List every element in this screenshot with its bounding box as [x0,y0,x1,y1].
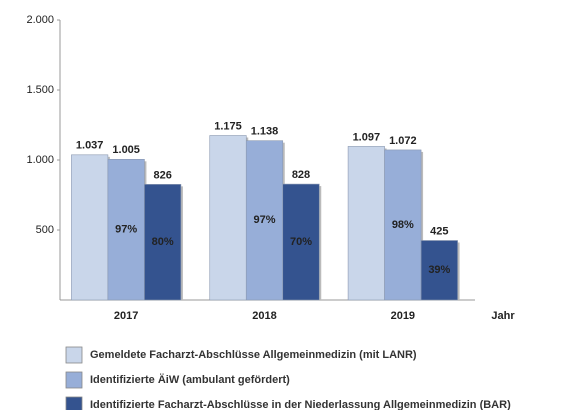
value-label: 1.005 [112,144,140,156]
value-label: 828 [292,169,310,181]
y-tick-label: 1.000 [26,154,54,166]
value-label: 1.138 [251,126,279,138]
legend-swatch [65,371,83,389]
bar [420,240,458,301]
y-tick-label: 500 [36,224,54,236]
bar [107,159,145,301]
y-tick-label: 2.000 [26,14,54,26]
bar [209,135,247,301]
value-label: 826 [153,169,171,181]
legend-swatch [65,396,83,410]
bar [384,149,422,301]
value-label: 1.037 [76,140,104,152]
x-tick-label: 2017 [114,310,138,322]
legend-swatch [65,346,83,364]
x-tick-label: 2019 [391,310,415,322]
percent-label: 98% [392,219,414,231]
legend-label: Identifizierte Facharzt-Abschlüsse in de… [90,399,511,410]
bar [347,146,385,301]
percent-label: 70% [290,236,312,248]
value-label: 1.175 [214,120,242,132]
bar [71,154,109,301]
value-label: 1.072 [389,135,417,147]
bar [144,184,182,301]
value-label: 425 [430,225,448,237]
percent-label: 97% [253,214,275,226]
x-tick-label: 2018 [252,310,276,322]
value-label: 1.097 [353,131,381,143]
percent-label: 80% [152,236,174,248]
bar [245,140,284,301]
percent-label: 39% [428,264,450,276]
legend-label: Gemeldete Facharzt-Abschlüsse Allgemeinm… [90,349,417,361]
legend-label: Identifizierte ÄiW (ambulant gefördert) [90,373,290,386]
y-tick-label: 1.500 [26,84,54,96]
percent-label: 97% [115,224,137,236]
bar [282,183,320,301]
x-axis-label: Jahr [491,310,515,322]
